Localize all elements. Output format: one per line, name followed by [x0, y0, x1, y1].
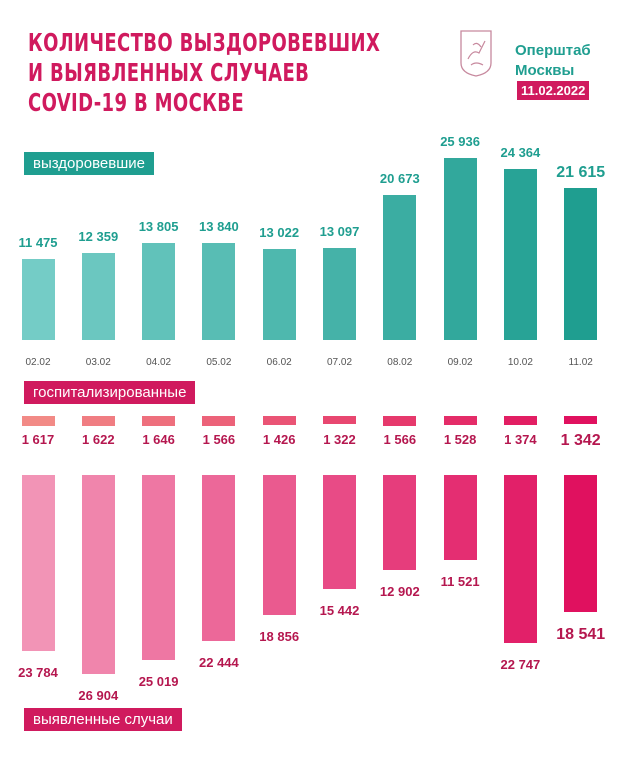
- hospitalized-value: 1 622: [82, 432, 115, 447]
- recovered-bar: [21, 259, 55, 340]
- hospitalized-bar: [503, 416, 537, 425]
- recovered-value: 25 936: [440, 133, 480, 149]
- hospitalized-value: 1 374: [504, 432, 537, 447]
- recovered-value: 21 615: [556, 164, 606, 182]
- hospitalized-bar: [564, 416, 598, 425]
- moscow-coat-of-arms-icon: [460, 30, 492, 77]
- hospitalized-bar: [443, 416, 477, 426]
- recovered-bar: [443, 157, 477, 340]
- org-name: Оперштаб Москвы: [515, 41, 591, 81]
- recovered-bar: [142, 243, 176, 340]
- hospitalized-value: 1 566: [202, 432, 236, 447]
- hospitalized-bar: [323, 416, 356, 425]
- hospitalized-value: 1 342: [560, 432, 601, 449]
- hospitalized-bar: [81, 416, 115, 427]
- cases-bar: [142, 475, 176, 661]
- hospitalized-value: 1 426: [262, 432, 296, 447]
- org-line: Оперштаб: [515, 42, 591, 59]
- cases-value: 15 442: [319, 603, 360, 619]
- cases-bar: [81, 475, 115, 675]
- recovered-bar: [503, 168, 537, 340]
- cases-bar: [21, 475, 55, 651]
- x-tick-label: 02.02: [25, 357, 51, 368]
- x-tick-label: 05.02: [206, 357, 232, 368]
- recovered-bar: [383, 194, 417, 340]
- hospitalized-bar: [262, 416, 296, 425]
- hospitalized-bar: [202, 416, 236, 426]
- title-line: COVID-19 В МОСКВЕ: [28, 88, 244, 117]
- cases-value: 11 521: [440, 574, 480, 590]
- date-badge: 11.02.2022: [517, 81, 590, 100]
- x-tick-label: 11.02: [568, 357, 593, 368]
- cases-value: 23 784: [18, 665, 58, 680]
- recovered-value: 13 097: [319, 224, 360, 240]
- cases-bar: [503, 475, 537, 644]
- recovered-value: 13 805: [138, 219, 179, 235]
- hospitalized-value: 1 322: [323, 432, 356, 447]
- cases-bar: [564, 475, 598, 613]
- hospitalized-value: 1 646: [142, 432, 175, 447]
- x-tick-label: 07.02: [326, 357, 353, 368]
- recovered-bar: [202, 242, 236, 340]
- hospitalized-bar: [142, 416, 176, 427]
- title-line: КОЛИЧЕСТВО ВЫЗДОРОВЕВШИХ: [28, 28, 381, 57]
- recovered-bar: [81, 253, 115, 340]
- recovered-value: 13 840: [199, 218, 239, 234]
- x-tick-label: 08.02: [387, 357, 413, 368]
- cases-bar: [262, 475, 296, 615]
- x-tick-label: 04.02: [146, 357, 172, 368]
- title-line: И ВЫЯВЛЕННЫХ СЛУЧАЕВ: [28, 58, 310, 87]
- hospitalized-label: госпитализированные: [24, 381, 196, 404]
- recovered-value: 24 364: [500, 144, 541, 160]
- hospitalized-bar: [21, 416, 55, 427]
- hospitalized-value: 1 617: [21, 432, 55, 447]
- page-title: КОЛИЧЕСТВО ВЫЗДОРОВЕВШИХ И ВЫЯВЛЕННЫХ СЛ…: [28, 28, 380, 118]
- recovered-value: 13 022: [259, 224, 300, 240]
- cases-value: 18 541: [556, 626, 606, 644]
- cases-value: 18 856: [259, 628, 300, 644]
- recovered-value: 12 359: [78, 229, 119, 245]
- recovered-value: 20 673: [379, 170, 420, 186]
- hospitalized-bar: [383, 416, 417, 426]
- x-tick-label: 03.02: [85, 357, 111, 368]
- cases-value: 22 444: [199, 655, 239, 671]
- cases-value: 22 747: [500, 657, 541, 673]
- recovered-label: выздоровевшие: [24, 152, 154, 175]
- recovered-value: 11 475: [18, 235, 58, 251]
- recovered-bar: [262, 248, 296, 340]
- hospitalized-value: 1 528: [443, 432, 477, 447]
- x-tick-label: 06.02: [266, 357, 292, 368]
- x-tick-label: 09.02: [447, 357, 473, 368]
- cases-bar: [323, 475, 356, 590]
- cases-bar: [202, 475, 236, 642]
- recovered-bar: [323, 248, 356, 340]
- hospitalized-value: 1 566: [383, 432, 417, 447]
- cases-value: 12 902: [379, 584, 420, 600]
- x-tick-label: 10.02: [507, 357, 533, 368]
- cases-label: выявленные случаи: [24, 708, 182, 731]
- cases-value: 26 904: [78, 688, 119, 704]
- cases-value: 25 019: [138, 674, 179, 690]
- cases-bar: [383, 475, 417, 571]
- recovered-bar: [564, 188, 598, 340]
- cases-bar: [443, 475, 477, 561]
- org-line: Москвы: [515, 62, 575, 79]
